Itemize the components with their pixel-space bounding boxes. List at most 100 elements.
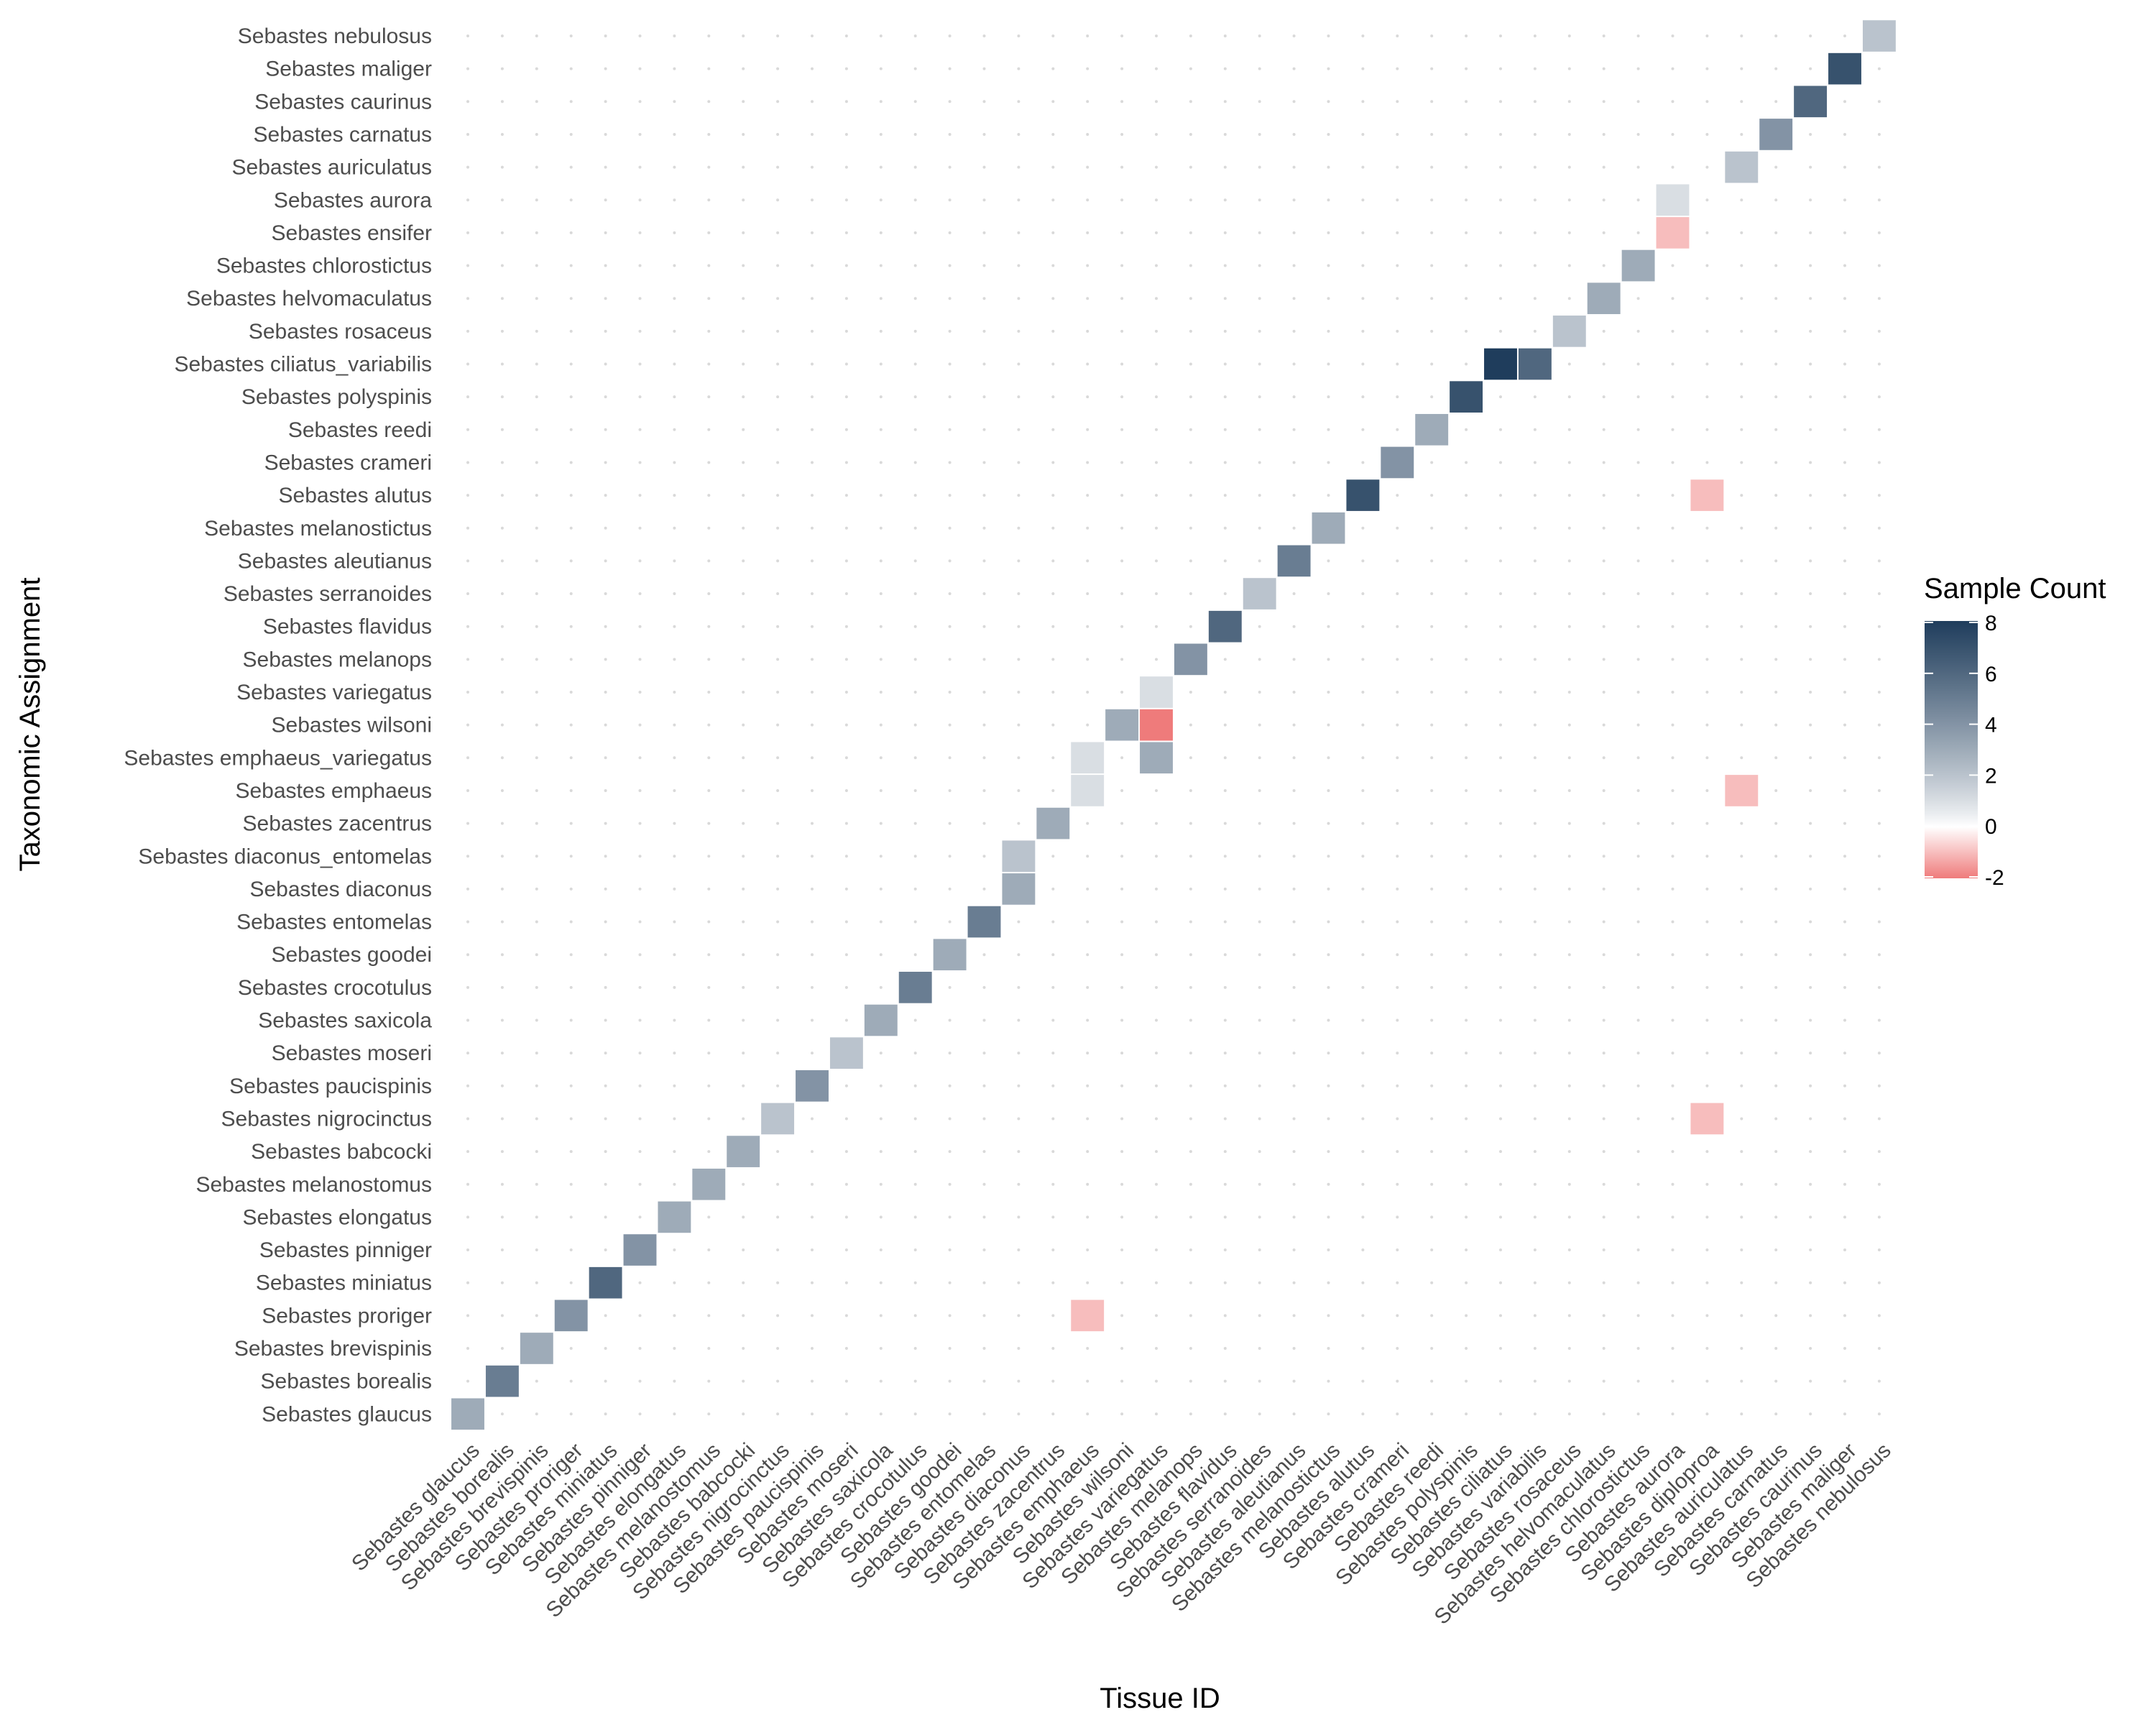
grid-dot — [1843, 100, 1846, 104]
grid-dot — [844, 920, 848, 924]
grid-dot — [1533, 231, 1537, 234]
grid-dot — [844, 395, 848, 399]
grid-dot — [673, 1018, 676, 1022]
grid-dot — [707, 1347, 711, 1350]
grid-dot — [535, 658, 538, 661]
grid-dot — [776, 264, 780, 267]
grid-dot — [1223, 985, 1227, 989]
grid-dot — [776, 625, 780, 628]
grid-dot — [1396, 822, 1399, 825]
grid-dot — [569, 756, 573, 760]
grid-dot — [879, 855, 883, 858]
grid-dot — [673, 985, 676, 989]
grid-dot — [1602, 526, 1606, 530]
heatmap-cell — [1725, 775, 1759, 806]
y-tick-label: Sebastes diaconus_entomelas — [138, 845, 432, 868]
y-tick-label: Sebastes melanops — [243, 648, 433, 671]
grid-dot — [604, 658, 607, 661]
grid-dot — [1120, 231, 1124, 234]
grid-dot — [1120, 691, 1124, 694]
grid-dot — [1430, 559, 1434, 563]
grid-dot — [1636, 723, 1640, 727]
grid-dot — [1051, 1281, 1055, 1284]
grid-dot — [638, 985, 642, 989]
grid-dot — [707, 231, 711, 234]
grid-dot — [1533, 1314, 1537, 1317]
grid-dot — [638, 1347, 642, 1350]
grid-dot — [1189, 494, 1192, 497]
grid-dot — [879, 1281, 883, 1284]
grid-dot — [569, 1084, 573, 1087]
grid-dot — [1843, 1347, 1846, 1350]
grid-dot — [1877, 1412, 1881, 1416]
grid-dot — [1361, 1248, 1365, 1252]
heatmap-cell — [1208, 610, 1242, 643]
grid-dot — [569, 494, 573, 497]
grid-dot — [1396, 1084, 1399, 1087]
grid-dot — [1774, 1412, 1778, 1416]
grid-dot — [1292, 428, 1296, 431]
grid-dot — [1223, 1084, 1227, 1087]
grid-dot — [569, 198, 573, 202]
grid-dot — [1671, 1084, 1674, 1087]
grid-dot — [1223, 592, 1227, 596]
grid-dot — [1533, 461, 1537, 464]
grid-dot — [1636, 67, 1640, 70]
grid-dot — [1430, 1379, 1434, 1383]
grid-dot — [776, 788, 780, 792]
grid-dot — [1774, 1248, 1778, 1252]
grid-dot — [1877, 165, 1881, 169]
grid-dot — [1533, 723, 1537, 727]
grid-dot — [1223, 494, 1227, 497]
grid-dot — [844, 723, 848, 727]
grid-dot — [982, 1018, 986, 1022]
grid-dot — [1533, 165, 1537, 169]
grid-dot — [707, 658, 711, 661]
grid-dot — [1086, 67, 1089, 70]
grid-dot — [1877, 329, 1881, 333]
grid-dot — [1602, 264, 1606, 267]
grid-dot — [1671, 526, 1674, 530]
grid-dot — [1223, 1314, 1227, 1317]
grid-dot — [948, 1182, 952, 1186]
grid-dot — [500, 362, 504, 366]
grid-dot — [1155, 494, 1158, 497]
grid-dot — [1465, 198, 1468, 202]
grid-dot — [466, 723, 469, 727]
grid-dot — [742, 822, 745, 825]
y-tick-label: Sebastes aurora — [274, 188, 432, 212]
grid-dot — [1258, 1150, 1261, 1154]
grid-dot — [1189, 1215, 1192, 1219]
grid-dot — [879, 788, 883, 792]
grid-dot — [466, 100, 469, 104]
heatmap-cell — [1759, 119, 1793, 150]
grid-dot — [1361, 559, 1365, 563]
grid-dot — [1602, 34, 1606, 37]
grid-dot — [707, 461, 711, 464]
grid-dot — [1671, 428, 1674, 431]
grid-dot — [1051, 1379, 1055, 1383]
grid-dot — [1189, 691, 1192, 694]
grid-dot — [1809, 297, 1812, 300]
grid-dot — [982, 34, 986, 37]
grid-dot — [879, 231, 883, 234]
grid-dot — [1155, 329, 1158, 333]
grid-dot — [569, 461, 573, 464]
grid-dot — [707, 362, 711, 366]
grid-dot — [1396, 1215, 1399, 1219]
grid-dot — [913, 1018, 917, 1022]
grid-dot — [982, 625, 986, 628]
grid-dot — [982, 132, 986, 136]
grid-dot — [879, 198, 883, 202]
grid-dot — [535, 822, 538, 825]
grid-dot — [1843, 1182, 1846, 1186]
grid-dot — [948, 428, 952, 431]
grid-dot — [776, 297, 780, 300]
grid-dot — [811, 1314, 814, 1317]
grid-dot — [811, 329, 814, 333]
grid-dot — [742, 625, 745, 628]
grid-dot — [982, 691, 986, 694]
grid-dot — [742, 691, 745, 694]
grid-dot — [1258, 264, 1261, 267]
grid-dot — [1774, 723, 1778, 727]
